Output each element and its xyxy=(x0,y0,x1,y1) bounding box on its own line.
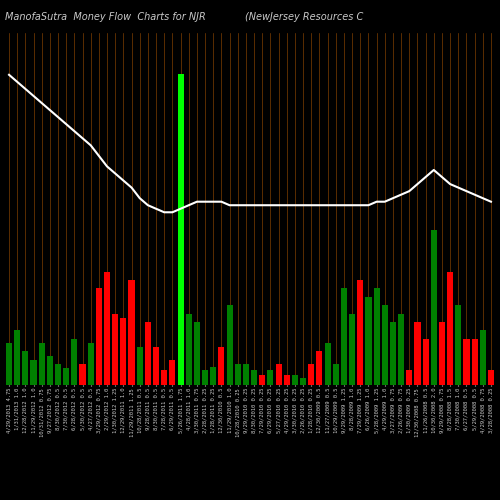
Bar xyxy=(439,322,445,385)
Bar xyxy=(430,230,437,385)
Bar xyxy=(366,297,372,385)
Bar xyxy=(178,74,184,385)
Bar xyxy=(72,339,78,385)
Bar xyxy=(374,288,380,385)
Bar xyxy=(292,375,298,385)
Bar xyxy=(6,343,12,385)
Bar xyxy=(88,343,94,385)
Bar xyxy=(112,314,118,385)
Bar xyxy=(14,330,20,385)
Bar xyxy=(226,306,232,385)
Bar xyxy=(341,288,347,385)
Bar xyxy=(357,280,364,385)
Bar xyxy=(308,364,314,385)
Bar xyxy=(128,280,134,385)
Bar xyxy=(300,378,306,385)
Bar xyxy=(145,322,151,385)
Text: (NewJersey Resources C: (NewJersey Resources C xyxy=(245,12,363,22)
Bar xyxy=(161,370,168,385)
Bar xyxy=(259,375,266,385)
Bar xyxy=(47,356,53,385)
Text: ManofaSutra  Money Flow  Charts for NJR: ManofaSutra Money Flow Charts for NJR xyxy=(5,12,206,22)
Bar xyxy=(218,347,224,385)
Bar xyxy=(251,370,257,385)
Bar xyxy=(464,339,469,385)
Bar xyxy=(398,314,404,385)
Bar xyxy=(202,370,208,385)
Bar xyxy=(332,364,339,385)
Bar xyxy=(22,352,28,385)
Bar xyxy=(349,314,355,385)
Bar xyxy=(136,347,143,385)
Bar xyxy=(472,339,478,385)
Bar xyxy=(194,322,200,385)
Bar xyxy=(284,375,290,385)
Bar xyxy=(210,366,216,385)
Bar xyxy=(120,318,126,385)
Bar xyxy=(104,272,110,385)
Bar xyxy=(234,364,241,385)
Bar xyxy=(455,306,462,385)
Bar xyxy=(414,322,420,385)
Bar xyxy=(382,306,388,385)
Bar xyxy=(276,364,281,385)
Bar xyxy=(406,370,412,385)
Bar xyxy=(268,370,274,385)
Bar xyxy=(243,364,249,385)
Bar xyxy=(324,343,330,385)
Bar xyxy=(30,360,36,385)
Bar xyxy=(488,370,494,385)
Bar xyxy=(422,339,428,385)
Bar xyxy=(316,352,322,385)
Bar xyxy=(447,272,453,385)
Bar xyxy=(96,288,102,385)
Bar xyxy=(186,314,192,385)
Bar xyxy=(38,343,45,385)
Bar xyxy=(480,330,486,385)
Bar xyxy=(80,364,86,385)
Bar xyxy=(153,347,159,385)
Bar xyxy=(170,360,175,385)
Bar xyxy=(63,368,70,385)
Bar xyxy=(55,364,61,385)
Bar xyxy=(390,322,396,385)
